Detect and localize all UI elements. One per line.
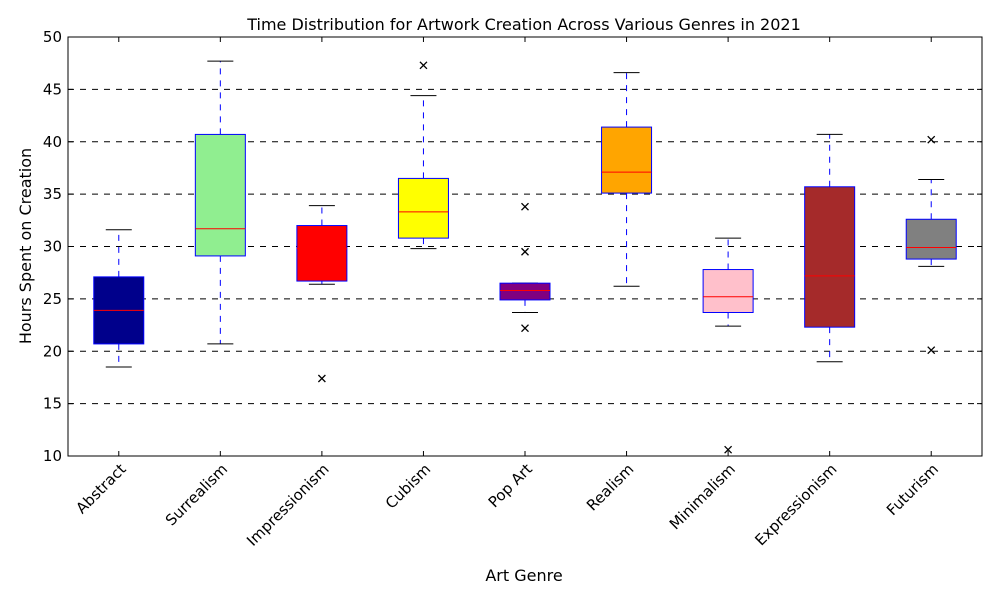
outlier-marker [521,324,529,333]
y-tick-label: 35 [43,185,62,203]
box-surrealism [194,60,246,345]
outlier-marker [419,61,428,70]
box-pop-art [499,202,551,333]
outlier-marker [317,374,326,383]
box-body [905,218,957,260]
y-tick-label: 10 [43,447,62,465]
box-realism [601,72,653,287]
box-body [702,269,754,313]
y-tick-label: 40 [43,133,62,151]
y-axis: 10 15 20 25 30 35 40 45 50 [43,28,982,465]
box-body [804,186,856,328]
box-body [397,177,449,239]
y-tick-label: 45 [43,80,62,98]
y-tick-label: 15 [43,395,62,413]
box-impressionism [296,205,348,383]
y-tick-label: 50 [43,28,62,46]
box-body [499,282,551,301]
box-futurism [905,135,957,355]
x-axis-label: Art Genre [485,566,562,585]
y-tick-label: 20 [43,342,62,360]
box-expressionism [804,133,856,363]
y-tick-label: 30 [43,238,62,256]
outlier-marker [521,202,529,211]
outlier-marker [927,135,936,144]
y-axis-label: Hours Spent on Creation [16,148,35,344]
box-abstract [93,229,145,368]
box-body [601,126,653,194]
outlier-marker [521,247,529,256]
box-body [296,225,348,282]
chart-title: Time Distribution for Artwork Creation A… [246,15,801,34]
outlier-marker [724,445,733,454]
box-body [194,133,246,257]
box-minimalism [702,237,754,454]
box-cubism [397,61,449,250]
y-tick-label: 25 [43,290,62,308]
boxes-layer [93,60,957,454]
outlier-marker [927,346,936,355]
